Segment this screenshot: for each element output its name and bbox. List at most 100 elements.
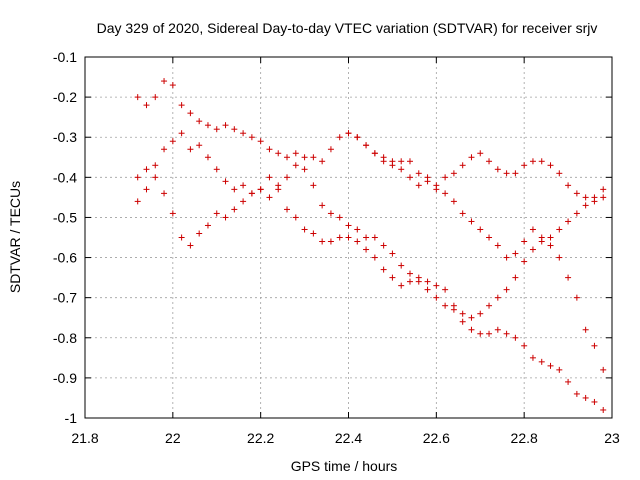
data-point [529, 226, 536, 233]
y-tick-label: -0.9 [53, 370, 77, 386]
tick-labels: 21.8 22 22.2 22.4 22.6 22.8 23 -0.1 -0.2 -0.3 -0.4… [53, 49, 620, 446]
data-point [477, 150, 484, 157]
chart-title: Day 329 of 2020, Sidereal Day-to-day VTE… [97, 20, 598, 36]
data-point [591, 198, 598, 205]
data-point [231, 186, 238, 193]
data-point [547, 242, 554, 249]
data-point [275, 186, 282, 193]
data-point [459, 210, 466, 217]
x-tick-label: 21.8 [71, 430, 98, 446]
data-point [600, 366, 607, 373]
data-point [494, 242, 501, 249]
data-point [433, 294, 440, 301]
data-point [152, 162, 159, 169]
data-point [406, 270, 413, 277]
data-point [398, 158, 405, 165]
data-point [529, 246, 536, 253]
data-point [547, 362, 554, 369]
data-point [389, 274, 396, 281]
data-point [486, 158, 493, 165]
x-tick-label: 22.4 [335, 430, 362, 446]
data-point [257, 138, 264, 145]
data-point [143, 102, 150, 109]
y-tick-label: -0.4 [53, 169, 77, 185]
data-point [134, 198, 141, 205]
data-point [398, 166, 405, 173]
data-point [231, 206, 238, 213]
data-point [547, 162, 554, 169]
data-point [600, 186, 607, 193]
data-point [204, 154, 211, 161]
data-point [275, 150, 282, 157]
data-point [512, 250, 519, 257]
data-point [538, 358, 545, 365]
x-tick-label: 22.2 [247, 430, 274, 446]
data-point [406, 158, 413, 165]
data-point [319, 238, 326, 245]
data-point [354, 238, 361, 245]
data-point [565, 218, 572, 225]
data-point [222, 122, 229, 129]
data-point [266, 194, 273, 201]
data-point [486, 302, 493, 309]
data-points [134, 78, 607, 413]
x-tick-label: 22 [165, 430, 181, 446]
y-tick-label: -0.3 [53, 129, 77, 145]
data-point [292, 214, 299, 221]
data-point [152, 174, 159, 181]
data-point [494, 326, 501, 333]
y-axis-label: SDTVAR / TECUs [7, 181, 23, 293]
data-point [433, 282, 440, 289]
data-point [319, 202, 326, 209]
data-point [196, 118, 203, 125]
data-point [327, 238, 334, 245]
data-point [486, 330, 493, 337]
data-point [398, 282, 405, 289]
data-point [529, 354, 536, 361]
y-tick-label: -0.5 [53, 209, 77, 225]
data-point [169, 210, 176, 217]
data-point [582, 194, 589, 201]
data-point [169, 138, 176, 145]
data-point [204, 222, 211, 229]
data-point [503, 254, 510, 261]
data-point [187, 146, 194, 153]
data-point [240, 198, 247, 205]
data-point [521, 258, 528, 265]
data-point [486, 234, 493, 241]
data-point [556, 366, 563, 373]
data-point [336, 134, 343, 141]
data-point [521, 342, 528, 349]
data-point [529, 158, 536, 165]
data-point [301, 226, 308, 233]
data-point [310, 154, 317, 161]
data-point [573, 294, 580, 301]
data-point [459, 318, 466, 325]
data-point [196, 230, 203, 237]
y-tick-label: -0.1 [53, 49, 77, 65]
data-point [582, 394, 589, 401]
data-point [222, 178, 229, 185]
data-point [424, 286, 431, 293]
data-point [582, 326, 589, 333]
data-point [161, 146, 168, 153]
data-point [415, 170, 422, 177]
data-point [494, 166, 501, 173]
data-point [538, 158, 545, 165]
data-point [415, 182, 422, 189]
data-point [301, 166, 308, 173]
data-point [503, 330, 510, 337]
data-point [477, 310, 484, 317]
data-point [371, 150, 378, 157]
x-tick-label: 22.8 [511, 430, 538, 446]
data-point [284, 154, 291, 161]
data-point [134, 174, 141, 181]
data-point [380, 158, 387, 165]
data-point [204, 122, 211, 129]
data-point [363, 246, 370, 253]
data-point [591, 342, 598, 349]
y-tick-label: -0.8 [53, 330, 77, 346]
data-point [248, 134, 255, 141]
y-tick-label: -0.6 [53, 250, 77, 266]
data-point [222, 214, 229, 221]
